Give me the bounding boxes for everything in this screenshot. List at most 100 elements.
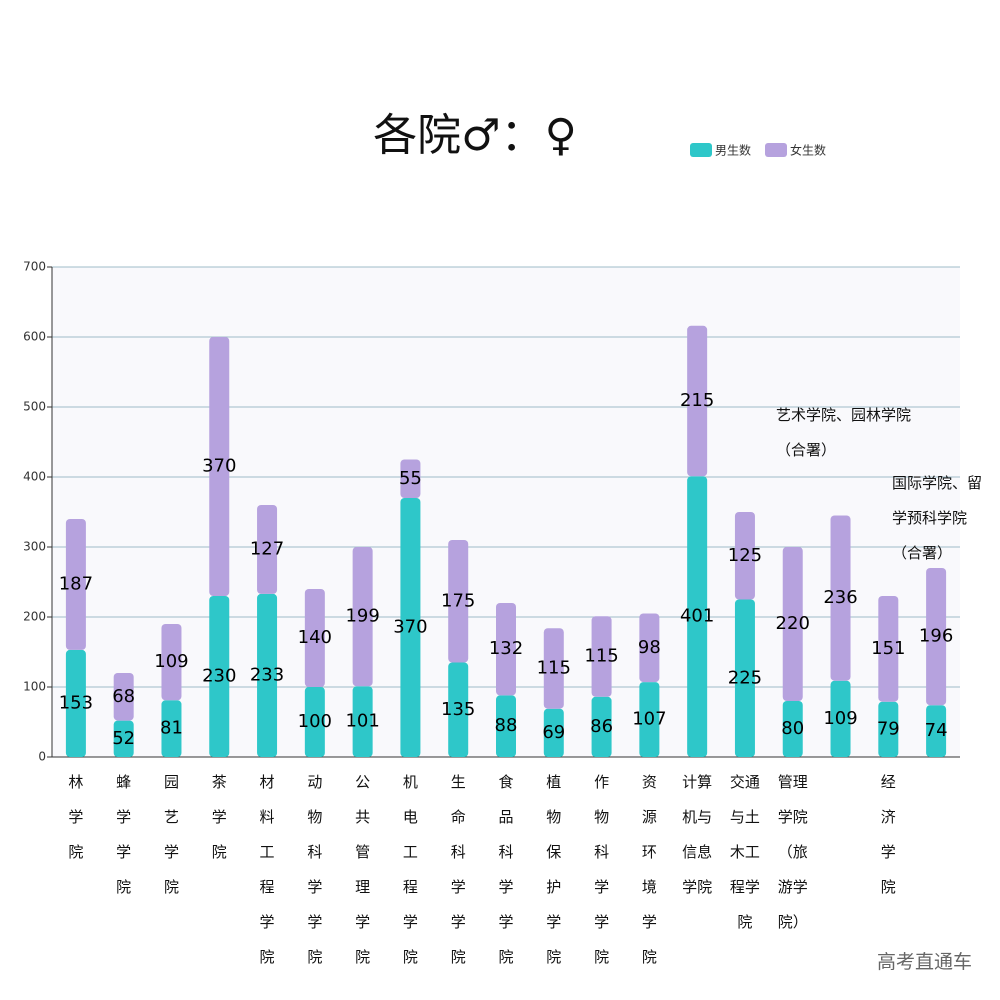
value-label: 153 [59,692,93,713]
value-label: 132 [489,638,523,659]
x-tick-label: 资源环境学院 [641,773,657,966]
bar-segment [496,695,516,757]
bar-segment [65,519,86,650]
bar-segment [830,515,851,681]
legend-swatch [690,143,712,157]
value-label: 135 [441,699,475,720]
value-label: 55 [399,468,422,489]
bar-segment [209,337,230,596]
value-label: 187 [59,573,93,594]
value-label: 115 [584,646,618,667]
value-label: 220 [776,613,810,634]
value-label: 127 [250,538,284,559]
x-tick-label: 生命科学学院 [450,773,466,966]
x-tick-label: 植物保护学院 [546,773,562,966]
value-label: 199 [345,606,379,627]
y-tick-label: 400 [23,470,46,484]
value-label: 79 [877,718,900,739]
value-label: 196 [919,626,953,647]
value-label: 370 [202,456,236,477]
value-label: 109 [154,651,188,672]
value-label: 68 [112,686,135,707]
bar-segment [352,547,373,687]
x-tick-label: 经济学院 [880,773,896,896]
x-tick-label: 公共管理学院 [355,773,371,966]
bar-segment [257,505,278,594]
x-tick-label: 计算机与信息学院 [682,773,713,896]
category-annotation: 国际学院、留学预科学院（合署） [892,474,983,562]
value-label: 215 [680,390,714,411]
x-tick-label: 林学院 [68,773,84,861]
bar-segment [734,599,755,757]
x-tick-label: 机电工程学院 [402,773,418,966]
category-annotation: 艺术学院、园林学院（合署） [776,406,912,459]
x-tick-label: 材料工程学院 [259,773,275,966]
y-tick-label: 700 [23,260,46,274]
y-tick-label: 300 [23,540,46,554]
value-label: 140 [298,627,332,648]
bar-segment [830,680,851,757]
value-label: 233 [250,664,284,685]
value-label: 101 [345,711,379,732]
bar-segment [734,512,755,600]
bar-segment [687,325,708,477]
bar-segment [113,720,134,757]
value-label: 236 [823,587,857,608]
legend-label: 男生数 [715,143,751,158]
value-label: 80 [781,718,804,739]
value-label: 151 [871,638,905,659]
x-tick-label: 食品科学学院 [498,773,514,966]
y-tick-label: 500 [23,400,46,414]
bar-segment [639,682,660,757]
bar-segment [782,547,803,701]
bar-segment [352,686,373,757]
bar-segment [209,596,230,757]
bar-segment [926,568,947,706]
y-tick-label: 100 [23,680,46,694]
x-tick-label: 管理学院（旅游学院） [777,773,808,931]
x-tick-label: 交通与土木工程学院 [729,773,760,931]
bar-segment [591,616,612,697]
legend-swatch [765,143,787,157]
value-label: 98 [638,637,661,658]
bar-segment [304,687,325,757]
bar-segment [687,476,708,757]
value-label: 69 [542,722,565,743]
bar-segment [113,673,134,721]
bar-segment [878,701,899,757]
bar-segment [782,701,803,757]
value-label: 74 [925,720,948,741]
chart-title: 各院♂：♀ [373,110,577,161]
y-tick-label: 200 [23,610,46,624]
bar-segment [161,624,182,701]
y-tick-label: 600 [23,330,46,344]
bar-segment [161,700,182,757]
value-label: 52 [112,728,135,749]
bar-segment [543,708,564,757]
x-tick-label: 茶学院 [211,773,227,861]
value-label: 109 [823,708,857,729]
value-label: 370 [393,617,427,638]
bar-segment [496,603,516,696]
x-tick-label: 蜂学学院 [116,773,132,896]
value-label: 81 [160,718,183,739]
legend-label: 女生数 [790,143,826,158]
value-label: 230 [202,666,236,687]
bar-segment [257,593,278,757]
bar-segment [926,705,947,757]
value-label: 175 [441,590,475,611]
watermark: 高考直通车 [876,951,972,973]
value-label: 125 [728,545,762,566]
value-label: 88 [495,715,518,736]
bar-segment [400,459,421,498]
value-label: 225 [728,667,762,688]
y-tick-label: 0 [38,750,46,764]
x-tick-label: 园艺学院 [163,773,179,896]
value-label: 107 [632,709,666,730]
value-label: 100 [298,711,332,732]
bar-segment [400,498,421,757]
bar-segment [304,589,325,687]
x-tick-label: 作物科学学院 [594,773,610,966]
